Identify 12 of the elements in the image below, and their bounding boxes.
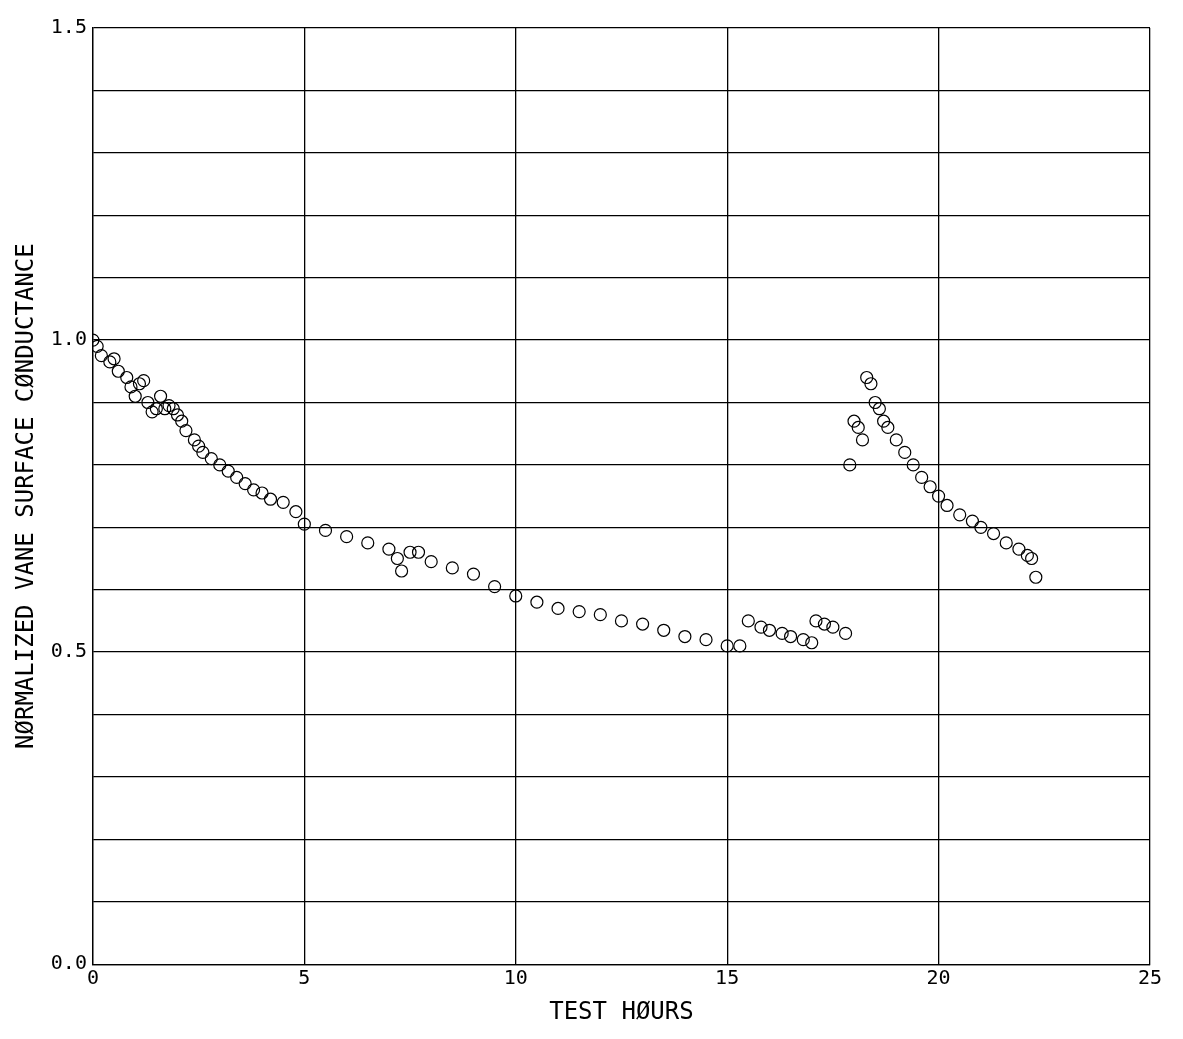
x-tick-label: 10 [503,965,528,990]
x-tick-label: 25 [1137,965,1163,990]
y-tick-label: 0.0 [50,950,87,975]
x-tick-label: 15 [715,965,740,990]
x-axis-title: TEST HØURS [549,996,694,1025]
y-tick-label: 1.5 [50,14,87,39]
x-tick-label: 0 [86,965,99,990]
y-axis-title: NØRMALIZED VANE SURFACE CØNDUCTANCE [10,243,39,749]
x-tick-label: 20 [926,965,951,990]
y-tick-label: 0.5 [50,638,87,663]
y-tick-label: 1.0 [50,326,87,351]
x-tick-label: 5 [298,965,311,990]
